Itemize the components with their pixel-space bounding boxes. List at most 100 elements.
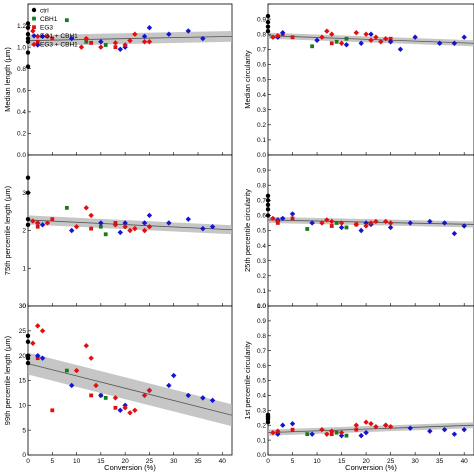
data-point: [344, 36, 349, 41]
y-tick-label: 1: [22, 265, 26, 272]
x-tick-label: 0: [266, 458, 270, 465]
x-tick-label: 5: [50, 458, 54, 465]
data-point: [451, 40, 458, 46]
data-point: [200, 35, 206, 42]
data-point: [265, 19, 271, 25]
data-point: [387, 39, 394, 45]
data-point: [141, 227, 148, 234]
y-tick-label: 25: [19, 328, 27, 335]
data-point: [112, 222, 119, 228]
y-tick-label: 0.8: [257, 182, 266, 189]
data-point: [368, 31, 374, 37]
data-point: [324, 28, 330, 34]
data-point: [338, 432, 345, 439]
y-tick-label: 0.5: [257, 378, 266, 385]
y-tick-label: 0.4: [257, 243, 266, 250]
data-point: [309, 220, 315, 226]
data-point: [30, 28, 36, 34]
y-tick-label: 0.4: [257, 92, 266, 99]
data-point: [98, 224, 103, 229]
data-point: [83, 343, 89, 349]
data-point: [387, 220, 394, 226]
data-point: [112, 395, 119, 401]
legend-label: ctrl: [40, 7, 49, 14]
data-point: [275, 428, 281, 434]
data-point: [185, 216, 191, 222]
y-tick-label: 0.4: [257, 393, 266, 400]
data-point: [334, 221, 339, 225]
y-tick-label: 0.0: [257, 152, 266, 159]
data-point: [166, 220, 172, 226]
data-point: [64, 18, 69, 23]
x-tick-label: 10: [313, 458, 321, 465]
data-point: [185, 28, 191, 34]
data-point: [117, 46, 123, 52]
data-point: [383, 218, 389, 225]
data-point: [265, 24, 271, 29]
data-point: [30, 218, 36, 224]
y-tick-label: 0.8: [17, 66, 26, 73]
legend-marker: [31, 7, 37, 13]
data-point: [373, 34, 379, 40]
data-point: [122, 220, 128, 226]
y-tick-label: 0.2: [17, 131, 26, 138]
data-point: [30, 340, 36, 346]
data-point: [363, 220, 369, 226]
data-point: [280, 29, 286, 36]
y-tick-label: 0.7: [257, 198, 266, 205]
data-point: [387, 423, 394, 430]
legend-label: EG1 + CBH1: [40, 33, 78, 40]
y-tick-label: 0.9: [257, 16, 266, 23]
data-point: [73, 224, 80, 230]
data-point: [368, 220, 374, 226]
data-point: [265, 193, 271, 198]
data-point: [35, 323, 41, 329]
data-point: [25, 222, 31, 228]
data-point: [25, 64, 31, 69]
data-point: [93, 382, 99, 389]
data-point: [363, 429, 369, 436]
data-point: [112, 40, 119, 46]
data-point: [388, 36, 393, 41]
data-point: [89, 226, 94, 231]
data-point: [39, 222, 46, 228]
data-point: [88, 212, 94, 219]
data-point: [25, 39, 31, 44]
y-axis-label: 75th percentile length (μm): [3, 185, 12, 275]
data-point: [358, 40, 364, 46]
data-point: [69, 35, 75, 42]
x-tick-label: 20: [122, 458, 130, 465]
y-tick-label: 0.7: [257, 348, 266, 355]
data-point: [35, 352, 41, 359]
data-point: [329, 224, 334, 228]
x-tick-label: 30: [412, 458, 420, 465]
legend-label: EG3: [40, 25, 53, 32]
x-tick-label: 35: [436, 458, 444, 465]
y-tick-label: 0.7: [257, 47, 266, 54]
data-point: [35, 39, 40, 44]
data-point: [50, 36, 55, 41]
data-point: [146, 212, 153, 219]
data-point: [50, 217, 55, 222]
data-point: [25, 360, 31, 366]
y-tick-label: 0.5: [257, 77, 266, 84]
data-point: [117, 407, 123, 413]
data-point: [319, 426, 325, 433]
data-point: [122, 42, 128, 48]
data-point: [132, 31, 138, 37]
y-tick-label: 0.0: [257, 303, 266, 310]
data-point: [329, 41, 334, 46]
data-point: [373, 218, 379, 225]
data-point: [171, 372, 177, 379]
data-point: [113, 405, 118, 410]
data-point: [363, 223, 369, 229]
y-tick-label: 10: [19, 403, 27, 410]
x-tick-label: 15: [97, 458, 105, 465]
data-point: [113, 45, 118, 50]
data-point: [280, 215, 286, 222]
data-point: [407, 220, 413, 226]
y-tick-label: 0.2: [257, 122, 266, 129]
data-point: [344, 225, 349, 230]
data-point: [451, 230, 458, 237]
y-axis-label: Median circularity: [243, 50, 252, 109]
